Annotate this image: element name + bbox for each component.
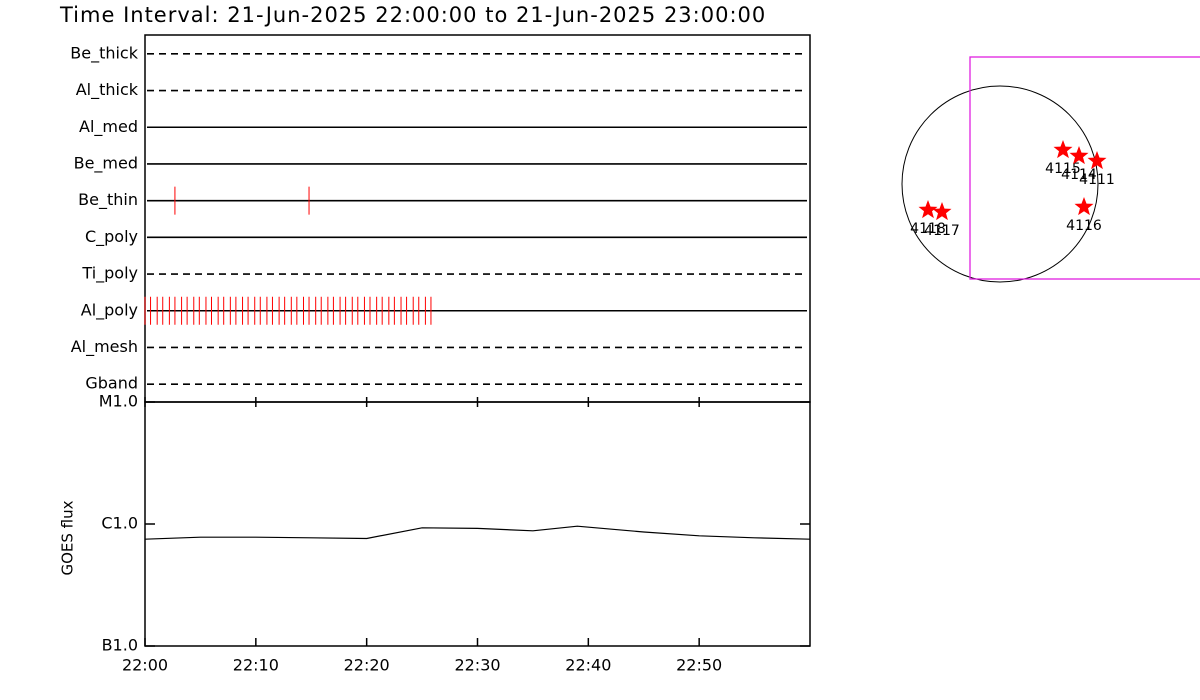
region-star (932, 202, 952, 221)
row-label: Be_thick (70, 43, 138, 63)
region-label: 4116 (1066, 218, 1102, 234)
goes-frame (144, 401, 811, 647)
region-label: 4111 (1079, 172, 1115, 188)
region-star (918, 200, 938, 219)
region-label: 4114 (1061, 167, 1097, 183)
row-label: Al_mesh (71, 337, 138, 357)
region-star (1069, 146, 1089, 165)
y-tick-label: C1.0 (101, 514, 138, 533)
x-tick-label: 22:10 (233, 656, 279, 675)
x-tick-label: 22:30 (454, 656, 500, 675)
x-tick-label: 22:50 (676, 656, 722, 675)
goes-curve (144, 525, 811, 540)
row-label: Be_thin (78, 190, 138, 210)
title: Time Interval: 21-Jun-2025 22:00:00 to 2… (59, 3, 766, 27)
solar-disk (901, 85, 1099, 283)
region-star (1053, 140, 1073, 159)
field-of-view (969, 56, 1200, 280)
row-label: Be_med (74, 153, 138, 173)
row-label: Al_med (79, 117, 138, 137)
x-tick-label: 22:40 (565, 656, 611, 675)
region-star (1087, 151, 1107, 170)
row-label: Gband (85, 374, 138, 393)
y-axis-label: GOES flux (59, 500, 77, 575)
x-tick-label: 22:00 (122, 656, 168, 675)
row-label: C_poly (85, 227, 138, 247)
region-star (1074, 197, 1094, 216)
region-label: 4118 (910, 221, 946, 237)
region-label: 4115 (1045, 161, 1081, 177)
row-label: Al_thick (76, 80, 139, 100)
x-tick-label: 22:20 (344, 656, 390, 675)
region-label: 4117 (924, 223, 960, 239)
row-label: Ti_poly (81, 264, 138, 284)
y-tick-label: M1.0 (99, 392, 138, 411)
y-tick-label: B1.0 (102, 636, 138, 655)
row-label: Al_poly (81, 300, 138, 320)
